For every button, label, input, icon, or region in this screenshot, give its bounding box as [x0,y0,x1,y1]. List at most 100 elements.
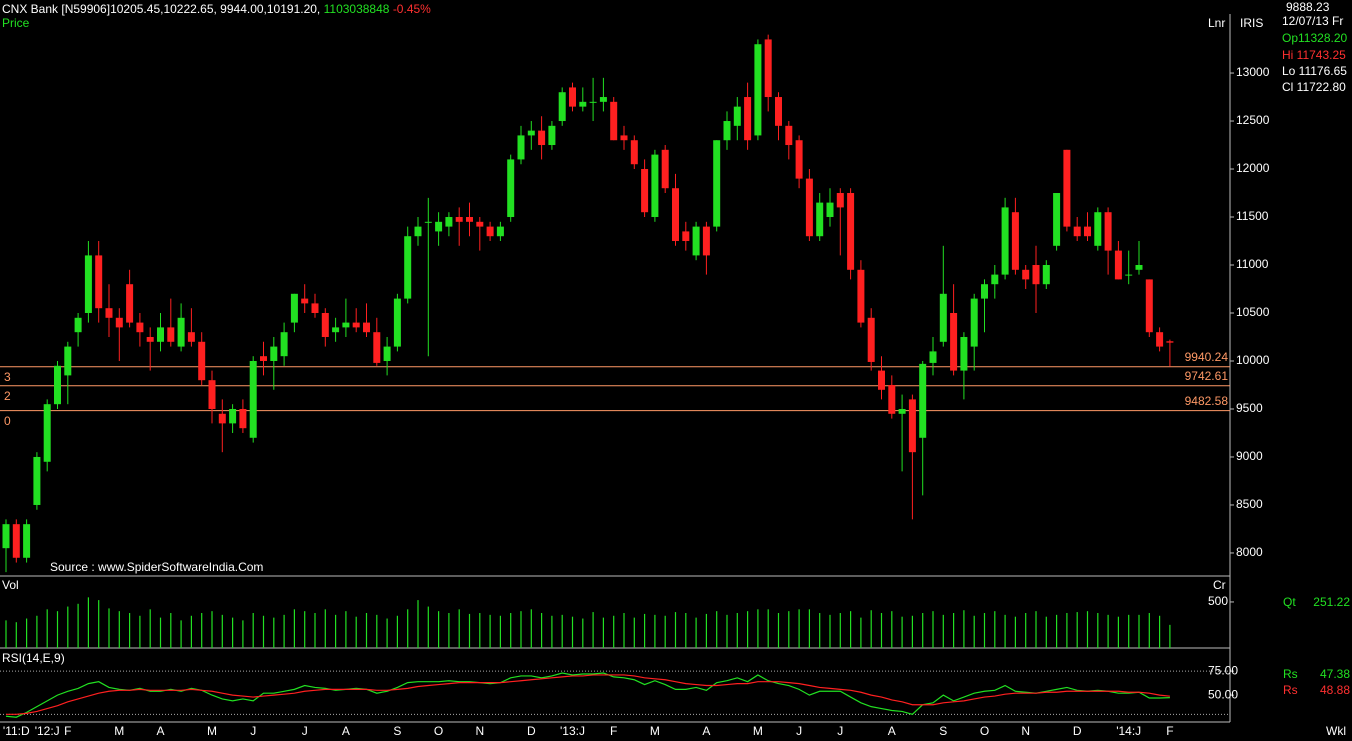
candle-body [187,332,195,342]
x-tick-label: M [207,724,217,738]
candle-body [260,356,267,361]
y-tick-label: 10500 [1236,305,1270,319]
candle-body [466,217,473,222]
candle-body [692,226,700,256]
candle-body [847,193,855,270]
y-tick-label: 8500 [1236,497,1263,511]
x-tick-label: M [753,724,763,738]
candle-body [867,317,875,362]
info-open: Op11328.20 [1282,31,1347,45]
qt-value: 251.22 [1313,595,1350,609]
candle-body [888,384,896,414]
candle-body [702,226,710,256]
candle-body [74,317,82,333]
legend-entry: Rs [1283,683,1298,697]
candle-body [2,524,10,549]
candle-body [775,97,782,126]
level-label: 3 [4,370,11,384]
candle-body [167,327,175,342]
candle-body [126,284,134,323]
x-tick-label: M [650,724,660,738]
x-tick-label: A [702,724,710,738]
candle-body [538,130,546,146]
candle-body [115,317,123,328]
candle-body [1166,341,1174,343]
x-tick-label: '11:D [3,724,30,738]
candle-body [1104,212,1112,251]
candle-body [795,140,803,179]
y-tick-label: 11000 [1236,257,1269,271]
candle-body [311,303,319,313]
x-tick-label: D [1073,724,1082,738]
candle-body [826,202,834,218]
info-price: 9888.23 [1286,0,1330,14]
x-tick-label: N [1021,724,1030,738]
candle-body [517,135,525,160]
y-tick-label: 9000 [1236,449,1263,463]
candle-body [939,293,947,342]
candle-body [558,92,566,122]
candle-body [301,298,309,304]
x-tick-label: O [434,724,443,738]
candle-body [754,44,762,136]
price-label: Price [2,16,30,30]
symbol: CNX Bank [N59906] [2,2,111,16]
header: CNX Bank [N59906]10205.45,10222.65, 9944… [2,2,431,16]
candle-body [146,336,154,342]
candle-body [404,236,412,299]
candle-body [661,149,669,189]
candle-body [445,217,453,227]
level-label: 2 [4,389,11,403]
candle-body [816,202,824,237]
candle-body [878,370,885,390]
x-tick-label: S [939,724,947,738]
candle-body [177,317,185,347]
level-value: 9482.58 [1185,394,1229,408]
candle-body [630,140,638,165]
candle-body [496,226,504,237]
candle-body [507,159,515,218]
x-tick-label: J [302,724,308,738]
candle-body [1073,226,1081,237]
candle-body [908,399,916,453]
level-value: 9940.24 [1185,350,1229,364]
y-tick-label: 12500 [1236,113,1270,127]
candle-body [486,226,494,237]
candle-body [723,121,731,141]
candle-body [764,39,772,98]
candle-body [249,360,257,438]
indicator-label: IRIS [1240,16,1263,30]
rsi-line [5,672,1170,718]
level-value: 9742.61 [1185,369,1229,383]
x-tick-label: O [980,724,989,738]
candle-body [548,125,556,146]
candle-body [527,130,535,136]
candle-body [1022,269,1030,280]
candle-body [960,336,968,371]
candle-body [950,312,958,371]
y-tick-label: 8000 [1236,545,1263,559]
candle-body [424,221,432,223]
candle-body [970,298,978,347]
candle-body [981,284,988,299]
candle-body [383,346,391,361]
candle-body [332,327,340,333]
candle-body [672,188,679,242]
candle-body [105,308,113,318]
candle-body [229,408,237,424]
legend-value: 48.88 [1320,683,1350,697]
candle-body [1114,250,1122,280]
legend-entry: Rs [1283,667,1298,681]
candle-body [95,255,103,309]
candle-body [1001,207,1009,275]
candle-body [610,101,618,141]
y-tick-label: 500 [1208,594,1228,608]
candle-body [805,178,813,237]
candle-body [713,140,721,227]
y-tick-label: 11500 [1236,209,1269,223]
candle-body [208,380,216,409]
candle-body [898,408,906,414]
x-tick-label: N [475,724,484,738]
